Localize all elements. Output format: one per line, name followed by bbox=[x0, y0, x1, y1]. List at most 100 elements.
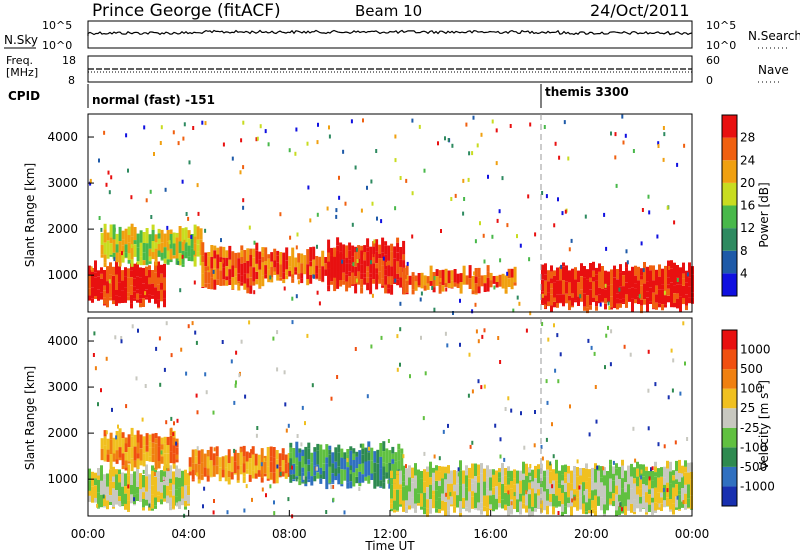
heatmap-cell bbox=[133, 240, 137, 245]
heatmap-cell bbox=[127, 434, 131, 448]
heatmap-cell bbox=[118, 278, 121, 283]
heatmap-cell bbox=[366, 271, 370, 277]
heatmap-cell bbox=[233, 473, 237, 475]
heatmap-cell bbox=[378, 258, 382, 272]
heatmap-cell bbox=[300, 442, 303, 447]
heatmap-cell bbox=[145, 243, 149, 254]
heatmap-cell bbox=[564, 492, 567, 507]
heatmap-cell bbox=[200, 474, 204, 479]
heatmap-cell bbox=[522, 473, 525, 480]
heatmap-cell bbox=[684, 466, 687, 473]
heatmap-cell bbox=[465, 275, 469, 285]
heatmap-cell bbox=[394, 278, 397, 283]
heatmap-cell bbox=[242, 120, 245, 125]
heatmap-cell bbox=[172, 445, 176, 454]
heatmap-cell bbox=[310, 452, 314, 463]
heatmap-cell bbox=[447, 465, 450, 474]
heatmap-cell bbox=[100, 292, 103, 300]
heatmap-cell bbox=[142, 267, 145, 284]
heatmap-cell bbox=[294, 257, 298, 268]
heatmap-cell bbox=[471, 491, 474, 497]
heatmap-cell bbox=[438, 456, 441, 461]
heatmap-cell bbox=[309, 218, 312, 223]
heatmap-cell bbox=[504, 504, 507, 511]
heatmap-cell bbox=[145, 458, 149, 461]
heatmap-cell bbox=[203, 467, 207, 477]
heatmap-cell bbox=[504, 468, 507, 476]
heatmap-cell bbox=[445, 287, 448, 292]
heatmap-cell bbox=[642, 484, 645, 496]
colorbar-swatch bbox=[722, 349, 737, 370]
heatmap-cell bbox=[584, 214, 587, 219]
heatmap-cell bbox=[556, 294, 559, 303]
heatmap-cell bbox=[195, 340, 198, 345]
heatmap-cell bbox=[289, 469, 293, 475]
heatmap-cell bbox=[115, 261, 118, 275]
heatmap-cell bbox=[346, 482, 350, 489]
heatmap-cell bbox=[648, 494, 651, 505]
heatmap-cell bbox=[613, 284, 616, 300]
heatmap-cell bbox=[169, 506, 172, 511]
heatmap-cell bbox=[179, 288, 182, 293]
heatmap-cell bbox=[297, 273, 301, 280]
heatmap-cell bbox=[130, 458, 134, 472]
heatmap-cell bbox=[292, 448, 296, 464]
heatmap-cell bbox=[678, 509, 681, 511]
heatmap-cell bbox=[88, 468, 91, 481]
heatmap-cell bbox=[315, 256, 319, 266]
heatmap-cell bbox=[568, 247, 571, 252]
heatmap-cell bbox=[124, 486, 127, 494]
heatmap-cell bbox=[648, 476, 651, 481]
velocity-cbar-label: Velocity [m s-1] bbox=[757, 380, 772, 470]
heatmap-cell bbox=[148, 489, 151, 502]
heatmap-cell bbox=[184, 469, 187, 486]
heatmap-cell bbox=[423, 451, 426, 456]
heatmap-cell bbox=[393, 489, 396, 501]
heatmap-cell bbox=[94, 296, 97, 299]
heatmap-cell bbox=[163, 247, 167, 255]
heatmap-cell bbox=[226, 510, 229, 515]
heatmap-cell bbox=[633, 483, 636, 500]
heatmap-cell bbox=[188, 457, 192, 467]
heatmap-cell bbox=[351, 284, 355, 286]
heatmap-cell bbox=[366, 277, 370, 283]
heatmap-cell bbox=[642, 268, 645, 273]
heatmap-cell bbox=[194, 469, 198, 476]
heatmap-cell bbox=[417, 469, 420, 486]
heatmap-cell bbox=[609, 362, 612, 367]
heatmap-cell bbox=[157, 290, 160, 300]
heatmap-cell bbox=[385, 262, 388, 266]
heatmap-cell bbox=[384, 241, 388, 246]
heatmap-cell bbox=[619, 502, 622, 507]
heatmap-cell bbox=[486, 488, 489, 496]
heatmap-cell bbox=[142, 487, 145, 493]
heatmap-cell bbox=[670, 296, 673, 308]
heatmap-cell bbox=[216, 268, 220, 280]
heatmap-cell bbox=[127, 235, 131, 243]
heatmap-cell bbox=[309, 247, 313, 262]
heatmap-cell bbox=[603, 467, 606, 476]
heatmap-cell bbox=[225, 257, 229, 267]
heatmap-cell bbox=[89, 178, 92, 183]
heatmap-cell bbox=[287, 453, 291, 463]
heatmap-cell bbox=[170, 416, 173, 421]
heatmap-cell bbox=[187, 495, 190, 504]
heatmap-cell bbox=[121, 251, 123, 256]
heatmap-cell bbox=[235, 350, 238, 355]
heatmap-cell bbox=[236, 480, 240, 483]
heatmap-cell bbox=[148, 265, 151, 270]
heatmap-cell bbox=[251, 446, 255, 455]
heatmap-cell bbox=[100, 274, 103, 279]
heatmap-cell bbox=[551, 422, 553, 427]
heatmap-cell bbox=[559, 280, 562, 295]
heatmap-cell bbox=[537, 483, 540, 489]
heatmap-cell bbox=[585, 468, 588, 482]
heatmap-cell bbox=[352, 472, 356, 487]
heatmap-cell bbox=[540, 463, 543, 469]
heatmap-cell bbox=[589, 263, 592, 278]
heatmap-cell bbox=[194, 330, 197, 335]
heatmap-cell bbox=[438, 486, 441, 498]
heatmap-cell bbox=[444, 283, 448, 287]
heatmap-cell bbox=[552, 494, 555, 507]
